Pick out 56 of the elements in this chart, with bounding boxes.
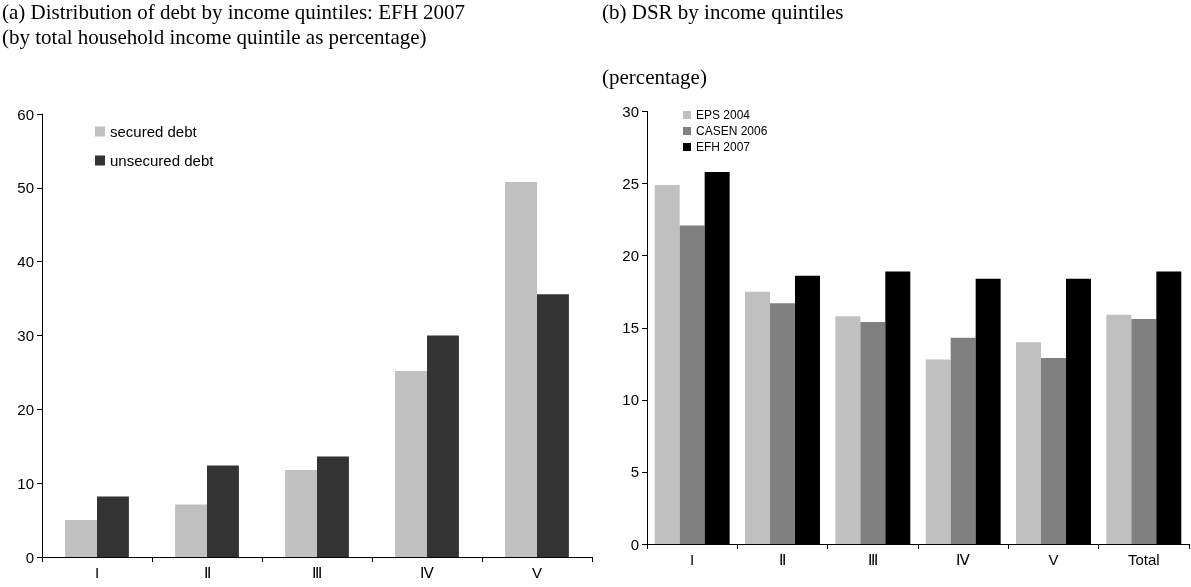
y-tick-label: 10 [622, 391, 639, 409]
bar [1016, 342, 1041, 544]
bar [835, 316, 861, 544]
legend-label: unsecured debt [110, 152, 215, 169]
x-tick-label: Ⅲ [312, 564, 322, 581]
bar [770, 303, 795, 544]
chart-title: (a) Distribution of debt by income quintiles: EFH 2007 [2, 0, 467, 25]
y-tick-label: 20 [622, 247, 639, 265]
bar [97, 496, 129, 557]
x-tick-label: V [531, 564, 543, 581]
bar [654, 185, 680, 544]
x-tick-label: Ⅱ [203, 564, 211, 581]
y-tick-label: 15 [622, 319, 639, 337]
y-tick-label: 10 [17, 474, 34, 492]
x-tick-label: Ⅳ [420, 564, 434, 581]
bar [745, 291, 770, 544]
legend-label: CASEN 2006 [696, 124, 768, 138]
x-tick-label: V [1048, 551, 1059, 568]
bar [207, 465, 239, 557]
x-tick-label: I [94, 564, 100, 581]
y-tick-label: 0 [25, 548, 34, 566]
chart-subtitle: (by total household income quintile as percentage) [2, 25, 428, 50]
x-tick-label: Ⅱ [779, 551, 786, 568]
bar [505, 181, 537, 557]
bar [679, 225, 705, 544]
bar [537, 294, 569, 557]
bar [175, 504, 207, 557]
bar [860, 321, 886, 544]
x-tick-label: Ⅳ [956, 551, 971, 568]
bar [1106, 314, 1132, 544]
legend-label: secured debt [110, 123, 198, 140]
bar [395, 370, 427, 557]
bar [285, 469, 317, 557]
y-tick-label: 5 [630, 463, 639, 481]
x-tick-label: Ⅲ [867, 551, 878, 568]
legend-label: EPS 2004 [696, 108, 751, 122]
bar [317, 456, 349, 557]
x-tick-label: I [690, 551, 695, 568]
y-tick-label: 50 [17, 179, 34, 197]
legend-label: EFH 2007 [696, 140, 751, 154]
bar [950, 337, 976, 544]
y-tick-label: 25 [622, 175, 639, 193]
bar [427, 335, 459, 557]
bar [65, 520, 97, 557]
y-tick-label: 60 [17, 105, 34, 123]
y-tick-label: 30 [17, 327, 34, 344]
bar [1131, 319, 1157, 544]
y-tick-label: 40 [17, 253, 34, 271]
chart-subtitle: (percentage) [602, 65, 708, 90]
bar [1041, 358, 1066, 544]
y-tick-label: 20 [17, 400, 34, 418]
x-tick-label: Total [1127, 551, 1160, 568]
bar [925, 359, 951, 544]
chart-title: (b) DSR by income quintiles [602, 0, 845, 26]
y-tick-label: 30 [622, 103, 639, 120]
y-tick-label: 0 [630, 535, 639, 553]
